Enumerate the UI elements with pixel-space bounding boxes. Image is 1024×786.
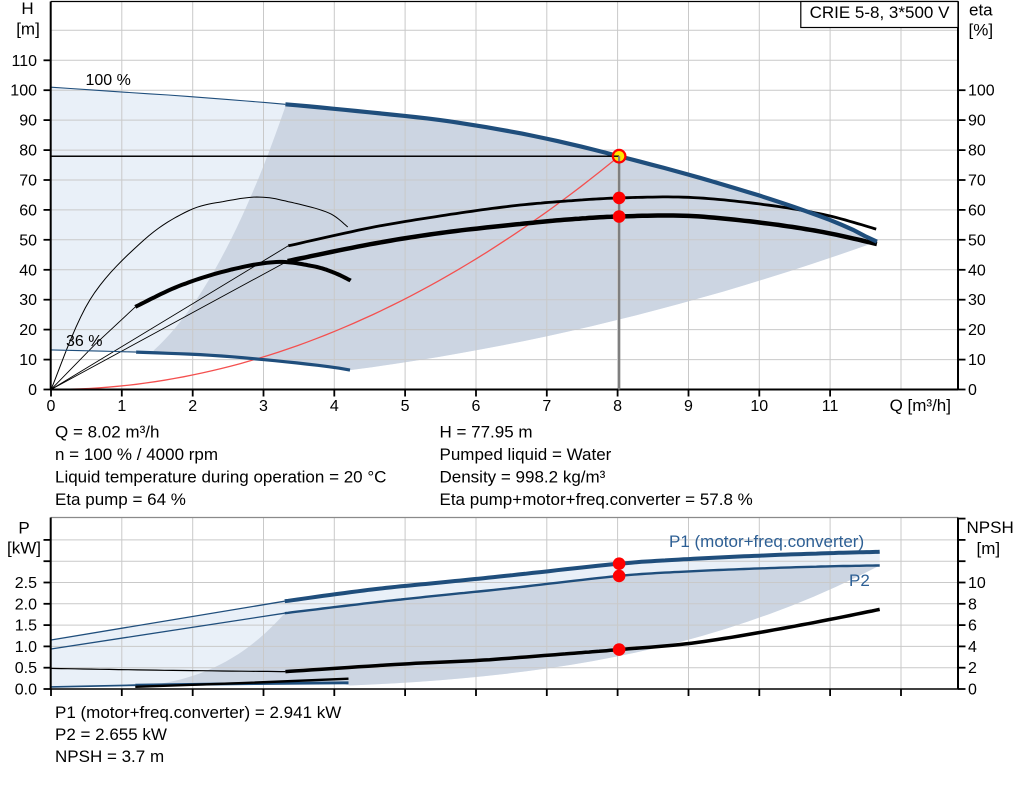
svg-text:0: 0 [28,382,37,399]
svg-text:Q [m³/h]: Q [m³/h] [890,396,951,415]
svg-text:0: 0 [968,682,977,699]
svg-text:NPSH = 3.7 m: NPSH = 3.7 m [55,747,164,766]
svg-text:8: 8 [613,398,622,415]
svg-text:[%]: [%] [969,21,994,40]
svg-text:9: 9 [684,398,693,415]
svg-text:P1 (motor+freq.converter): P1 (motor+freq.converter) [669,532,864,551]
svg-text:Eta pump+motor+freq.converter: Eta pump+motor+freq.converter = 57.8 % [440,490,753,509]
svg-text:P2 = 2.655 kW: P2 = 2.655 kW [55,725,167,744]
svg-text:NPSH: NPSH [967,518,1014,537]
svg-text:Liquid temperature during oper: Liquid temperature during operation = 20… [55,468,386,487]
svg-text:60: 60 [19,202,37,219]
svg-text:110: 110 [11,53,37,70]
svg-text:H: H [21,0,33,18]
svg-text:eta: eta [969,1,993,20]
svg-text:Eta pump = 64 %: Eta pump = 64 % [55,490,186,509]
svg-text:90: 90 [19,113,37,130]
svg-text:3: 3 [259,398,268,415]
svg-text:5: 5 [401,398,410,415]
svg-text:40: 40 [19,262,37,279]
svg-text:70: 70 [19,173,37,190]
svg-text:80: 80 [19,143,37,160]
svg-text:8: 8 [968,596,977,613]
svg-text:Density = 998.2 kg/m³: Density = 998.2 kg/m³ [440,468,606,487]
svg-text:Q = 8.02 m³/h: Q = 8.02 m³/h [55,423,159,442]
svg-text:1.0: 1.0 [15,639,37,656]
svg-text:10: 10 [750,398,768,415]
svg-text:100: 100 [10,83,37,100]
svg-text:0.5: 0.5 [15,660,37,677]
svg-text:P: P [18,519,29,538]
svg-text:P2: P2 [849,571,870,590]
svg-text:10: 10 [19,352,37,369]
svg-text:Pumped liquid = Water: Pumped liquid = Water [440,445,612,464]
svg-text:70: 70 [968,173,986,190]
svg-text:2.5: 2.5 [15,575,37,592]
svg-text:0: 0 [968,382,977,399]
svg-text:30: 30 [19,292,37,309]
svg-text:36 %: 36 % [66,333,102,350]
svg-text:2: 2 [968,660,977,677]
svg-text:P1 (motor+freq.converter) = 2.: P1 (motor+freq.converter) = 2.941 kW [55,703,341,722]
svg-text:[m]: [m] [16,20,40,39]
svg-text:30: 30 [968,292,986,309]
svg-text:20: 20 [968,322,986,339]
svg-text:90: 90 [968,113,986,130]
svg-text:0.0: 0.0 [15,682,37,699]
svg-text:50: 50 [19,232,37,249]
svg-text:40: 40 [968,262,986,279]
svg-text:1: 1 [117,398,126,415]
svg-text:6: 6 [968,618,977,635]
svg-text:4: 4 [330,398,339,415]
svg-text:10: 10 [968,575,986,592]
svg-text:2: 2 [188,398,197,415]
svg-text:50: 50 [968,232,986,249]
svg-text:[m]: [m] [977,539,1001,558]
svg-text:n = 100 % / 4000 rpm: n = 100 % / 4000 rpm [55,445,218,464]
svg-text:1.5: 1.5 [15,618,37,635]
svg-text:2.0: 2.0 [15,596,37,613]
svg-text:CRIE 5-8, 3*500 V: CRIE 5-8, 3*500 V [810,3,951,22]
svg-text:100 %: 100 % [86,72,131,89]
svg-text:7: 7 [542,398,551,415]
svg-text:4: 4 [968,639,977,656]
svg-text:80: 80 [968,143,986,160]
svg-text:10: 10 [968,352,986,369]
svg-text:6: 6 [472,398,481,415]
svg-text:[kW]: [kW] [7,539,41,558]
svg-text:20: 20 [19,322,37,339]
svg-text:0: 0 [47,398,56,415]
svg-text:11: 11 [822,398,839,415]
svg-text:100: 100 [968,83,995,100]
svg-text:60: 60 [968,202,986,219]
svg-text:H = 77.95 m: H = 77.95 m [440,423,533,442]
